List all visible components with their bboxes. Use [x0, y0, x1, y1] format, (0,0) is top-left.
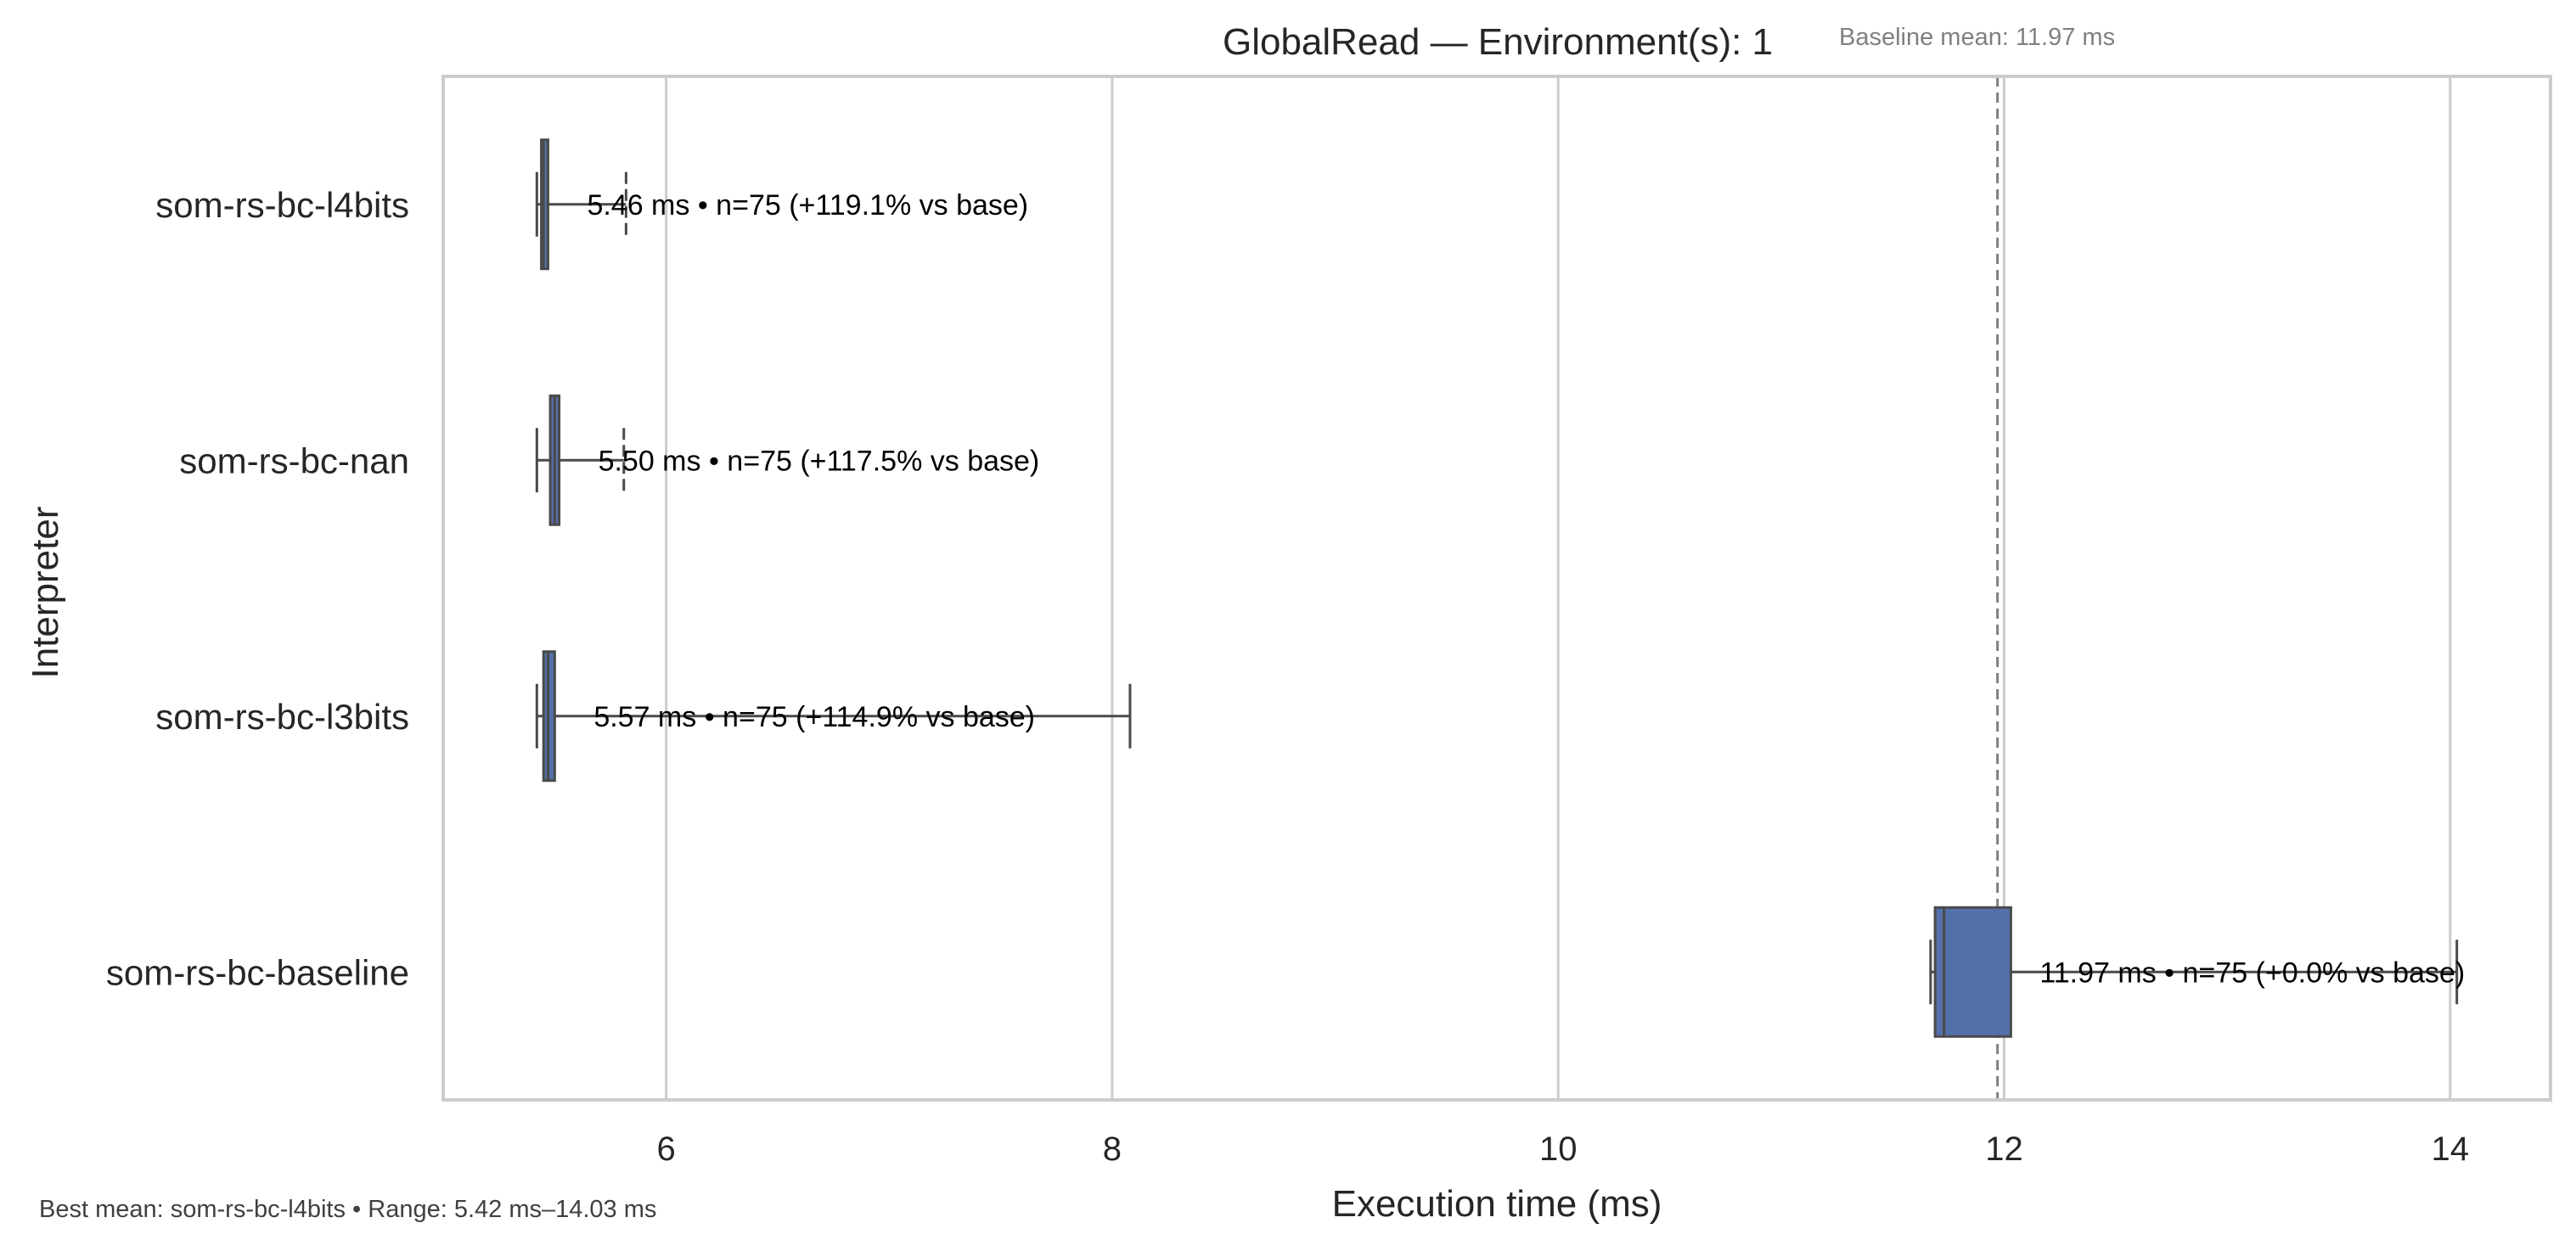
box-group-som-rs-bc-l3bits — [535, 650, 1132, 783]
y-tick-label-som-rs-bc-baseline: som-rs-bc-baseline — [106, 952, 409, 992]
plot-elements: 6 8 10 12 14 som-rs-bc-l4bits 5.46 ms • n=75 (… — [106, 75, 2552, 1168]
box-group-som-rs-bc-nan — [535, 394, 626, 526]
y-tick-label-som-rs-bc-l3bits: som-rs-bc-l3bits — [155, 697, 409, 737]
footer-note: Best mean: som-rs-bc-l4bits • Range: 5.4… — [39, 1196, 656, 1223]
data-label-som-rs-bc-baseline: 11.97 ms • n=75 (+0.0% vs base) — [2039, 956, 2465, 989]
x-tick-label-12: 12 — [1985, 1130, 2023, 1168]
plot-frame — [442, 75, 2552, 1102]
x-tick-label-8: 8 — [1103, 1130, 1122, 1168]
baseline-mean-note: Baseline mean: 11.97 ms — [1839, 24, 2115, 51]
data-label-som-rs-bc-l4bits: 5.46 ms • n=75 (+119.1% vs base) — [587, 189, 1028, 222]
x-tick-label-6: 6 — [657, 1130, 676, 1168]
x-axis-label: Execution time (ms) — [1332, 1183, 1662, 1225]
y-tick-label-som-rs-bc-nan: som-rs-bc-nan — [179, 440, 409, 480]
grid-lines — [665, 76, 2452, 1100]
y-tick-label-som-rs-bc-l4bits: som-rs-bc-l4bits — [155, 185, 409, 225]
data-label-som-rs-bc-l3bits: 5.57 ms • n=75 (+114.9% vs base) — [593, 701, 1035, 733]
box-group-som-rs-bc-l4bits — [535, 138, 627, 271]
x-tick-label-10: 10 — [1539, 1130, 1578, 1168]
x-tick-label-14: 14 — [2432, 1130, 2470, 1168]
y-axis-label: Interpreter — [25, 507, 66, 679]
box-group-som-rs-bc-baseline — [1929, 906, 2459, 1038]
data-label-som-rs-bc-nan: 5.50 ms • n=75 (+117.5% vs base) — [599, 445, 1040, 477]
box-som-rs-bc-baseline — [1933, 906, 2012, 1038]
chart-title: GlobalRead — Environment(s): 1 — [1223, 21, 1773, 63]
